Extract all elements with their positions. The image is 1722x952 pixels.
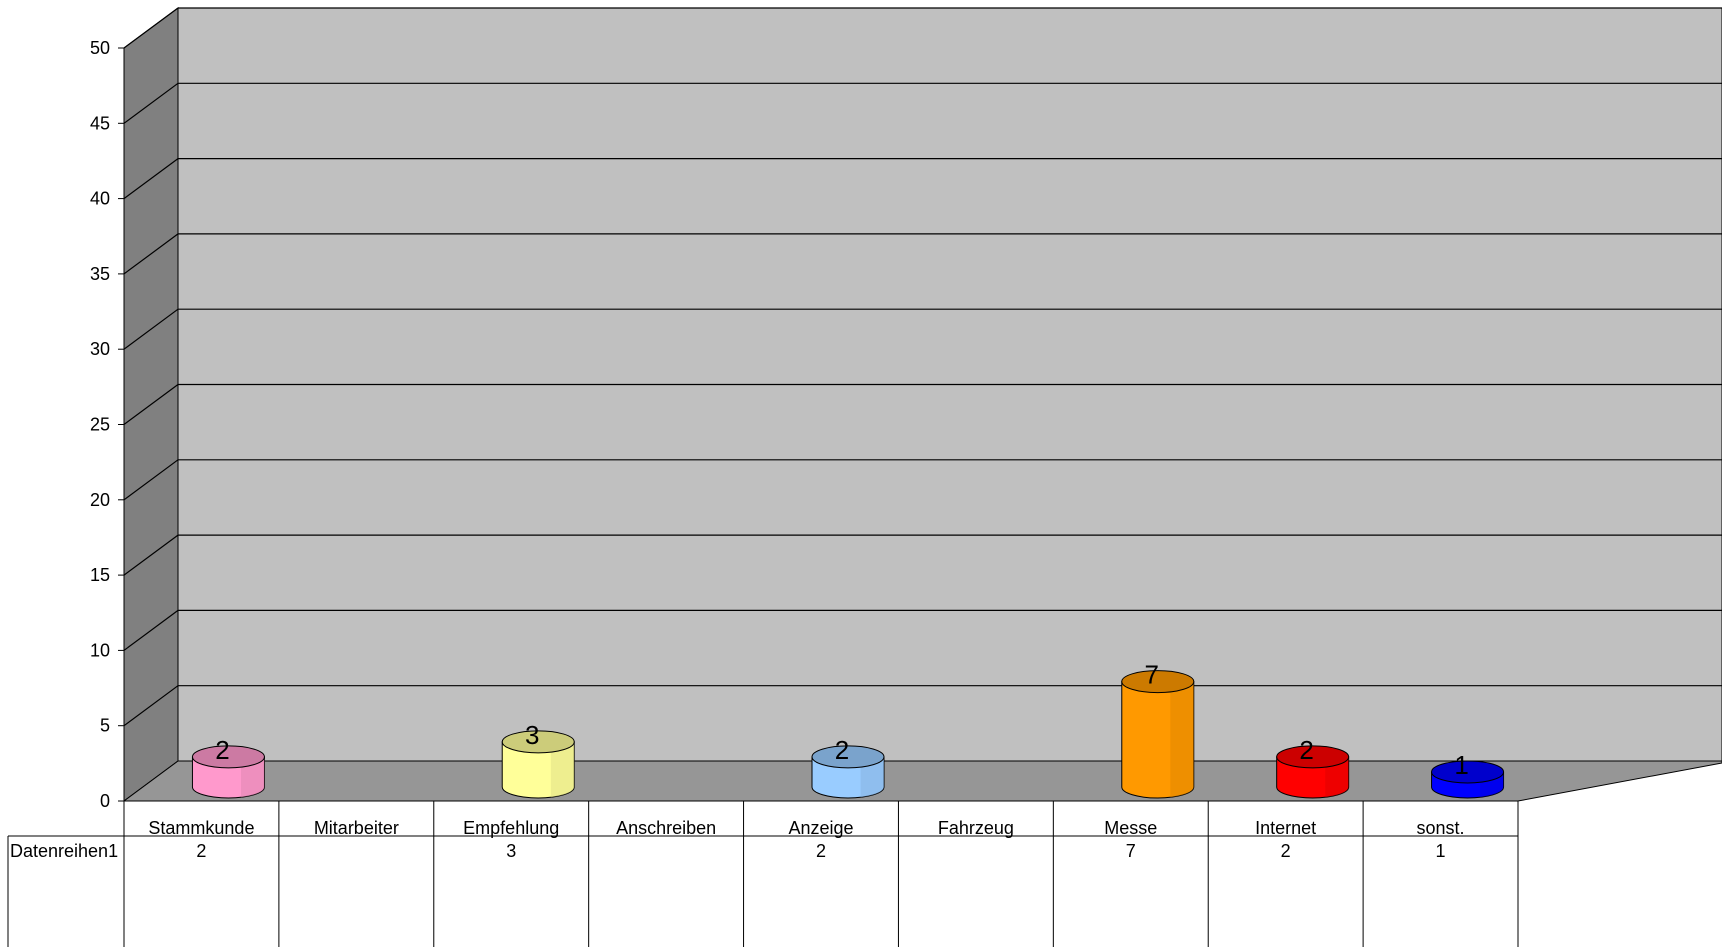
data-label: 2	[215, 735, 229, 765]
y-axis: 0 5 10 15 20 25 30 35 40 45 50	[90, 38, 125, 811]
category-label: Anzeige	[788, 818, 853, 838]
table-value: 7	[1126, 841, 1136, 861]
gridline-side	[123, 82, 179, 124]
data-label: 2	[1299, 735, 1313, 765]
gridline-side	[123, 384, 179, 425]
gridline-side	[123, 534, 179, 576]
category-label: Anschreiben	[616, 818, 716, 838]
data-label: 2	[835, 735, 849, 765]
bar-cylinder	[501, 730, 575, 799]
bar-cylinder	[1121, 670, 1195, 799]
data-table: Datenreihen1 Stammkunde 2 Mitarbeiter Empfeh…	[7, 800, 1519, 947]
table-value: 1	[1436, 841, 1446, 861]
gridline-side	[123, 7, 179, 49]
category-label: Stammkunde	[148, 818, 254, 838]
y-tick-label: 15	[90, 565, 110, 585]
data-label: 7	[1145, 660, 1159, 690]
y-tick-label: 40	[90, 189, 110, 209]
table-value: 3	[506, 841, 516, 861]
gridline-side	[123, 609, 179, 651]
y-tick-label: 10	[90, 640, 110, 660]
bar-top	[501, 730, 575, 754]
bar-shade	[1325, 756, 1349, 798]
bar-top	[1276, 745, 1350, 769]
gridlines	[123, 7, 1722, 727]
data-labels: 2 3 2 7 2 1	[215, 660, 1469, 780]
gridline-side	[123, 308, 179, 350]
gridline-side	[123, 158, 179, 200]
bars	[191, 670, 1505, 799]
bar-body	[1121, 681, 1195, 799]
table-value: 2	[816, 841, 826, 861]
bar-cylinder	[191, 745, 265, 799]
chart-walls	[122, 7, 1722, 802]
gridline-side	[123, 233, 179, 275]
bar-shade	[550, 741, 575, 798]
bar-top	[811, 745, 885, 769]
series-name-label: Datenreihen1	[10, 841, 118, 861]
category-label: Empfehlung	[463, 818, 559, 838]
bar-body	[811, 756, 885, 799]
bar-cylinder	[1276, 745, 1350, 799]
y-tick-label: 5	[100, 716, 110, 736]
gridline-side	[123, 459, 179, 501]
data-label: 3	[525, 720, 539, 750]
bar-top	[1121, 670, 1195, 694]
category-label: Mitarbeiter	[314, 818, 399, 838]
table-value: 2	[1281, 841, 1291, 861]
category-label: Messe	[1104, 818, 1157, 838]
bar-shade	[1170, 681, 1194, 798]
bar-top	[191, 745, 265, 769]
category-label: Internet	[1255, 818, 1316, 838]
bar-body	[191, 756, 265, 799]
y-tick-label: 50	[90, 38, 110, 58]
y-tick-label: 0	[100, 791, 110, 811]
bar-cylinder	[811, 745, 885, 799]
table-value: 2	[196, 841, 206, 861]
bar-body	[501, 741, 575, 799]
bar-cylinder	[1431, 760, 1505, 799]
y-tick-label: 30	[90, 339, 110, 359]
bar-body	[1276, 756, 1350, 799]
data-label: 1	[1454, 750, 1468, 780]
category-label: sonst.	[1417, 818, 1465, 838]
bar-shade	[860, 756, 884, 798]
bar-top	[1431, 760, 1505, 784]
y-tick-label: 35	[90, 264, 110, 284]
bar-shade	[241, 756, 265, 798]
y-tick-label: 45	[90, 113, 110, 133]
y-tick-label: 25	[90, 415, 110, 435]
category-label: Fahrzeug	[938, 818, 1014, 838]
gridline-side	[123, 685, 179, 727]
y-tick-label: 20	[90, 490, 110, 510]
